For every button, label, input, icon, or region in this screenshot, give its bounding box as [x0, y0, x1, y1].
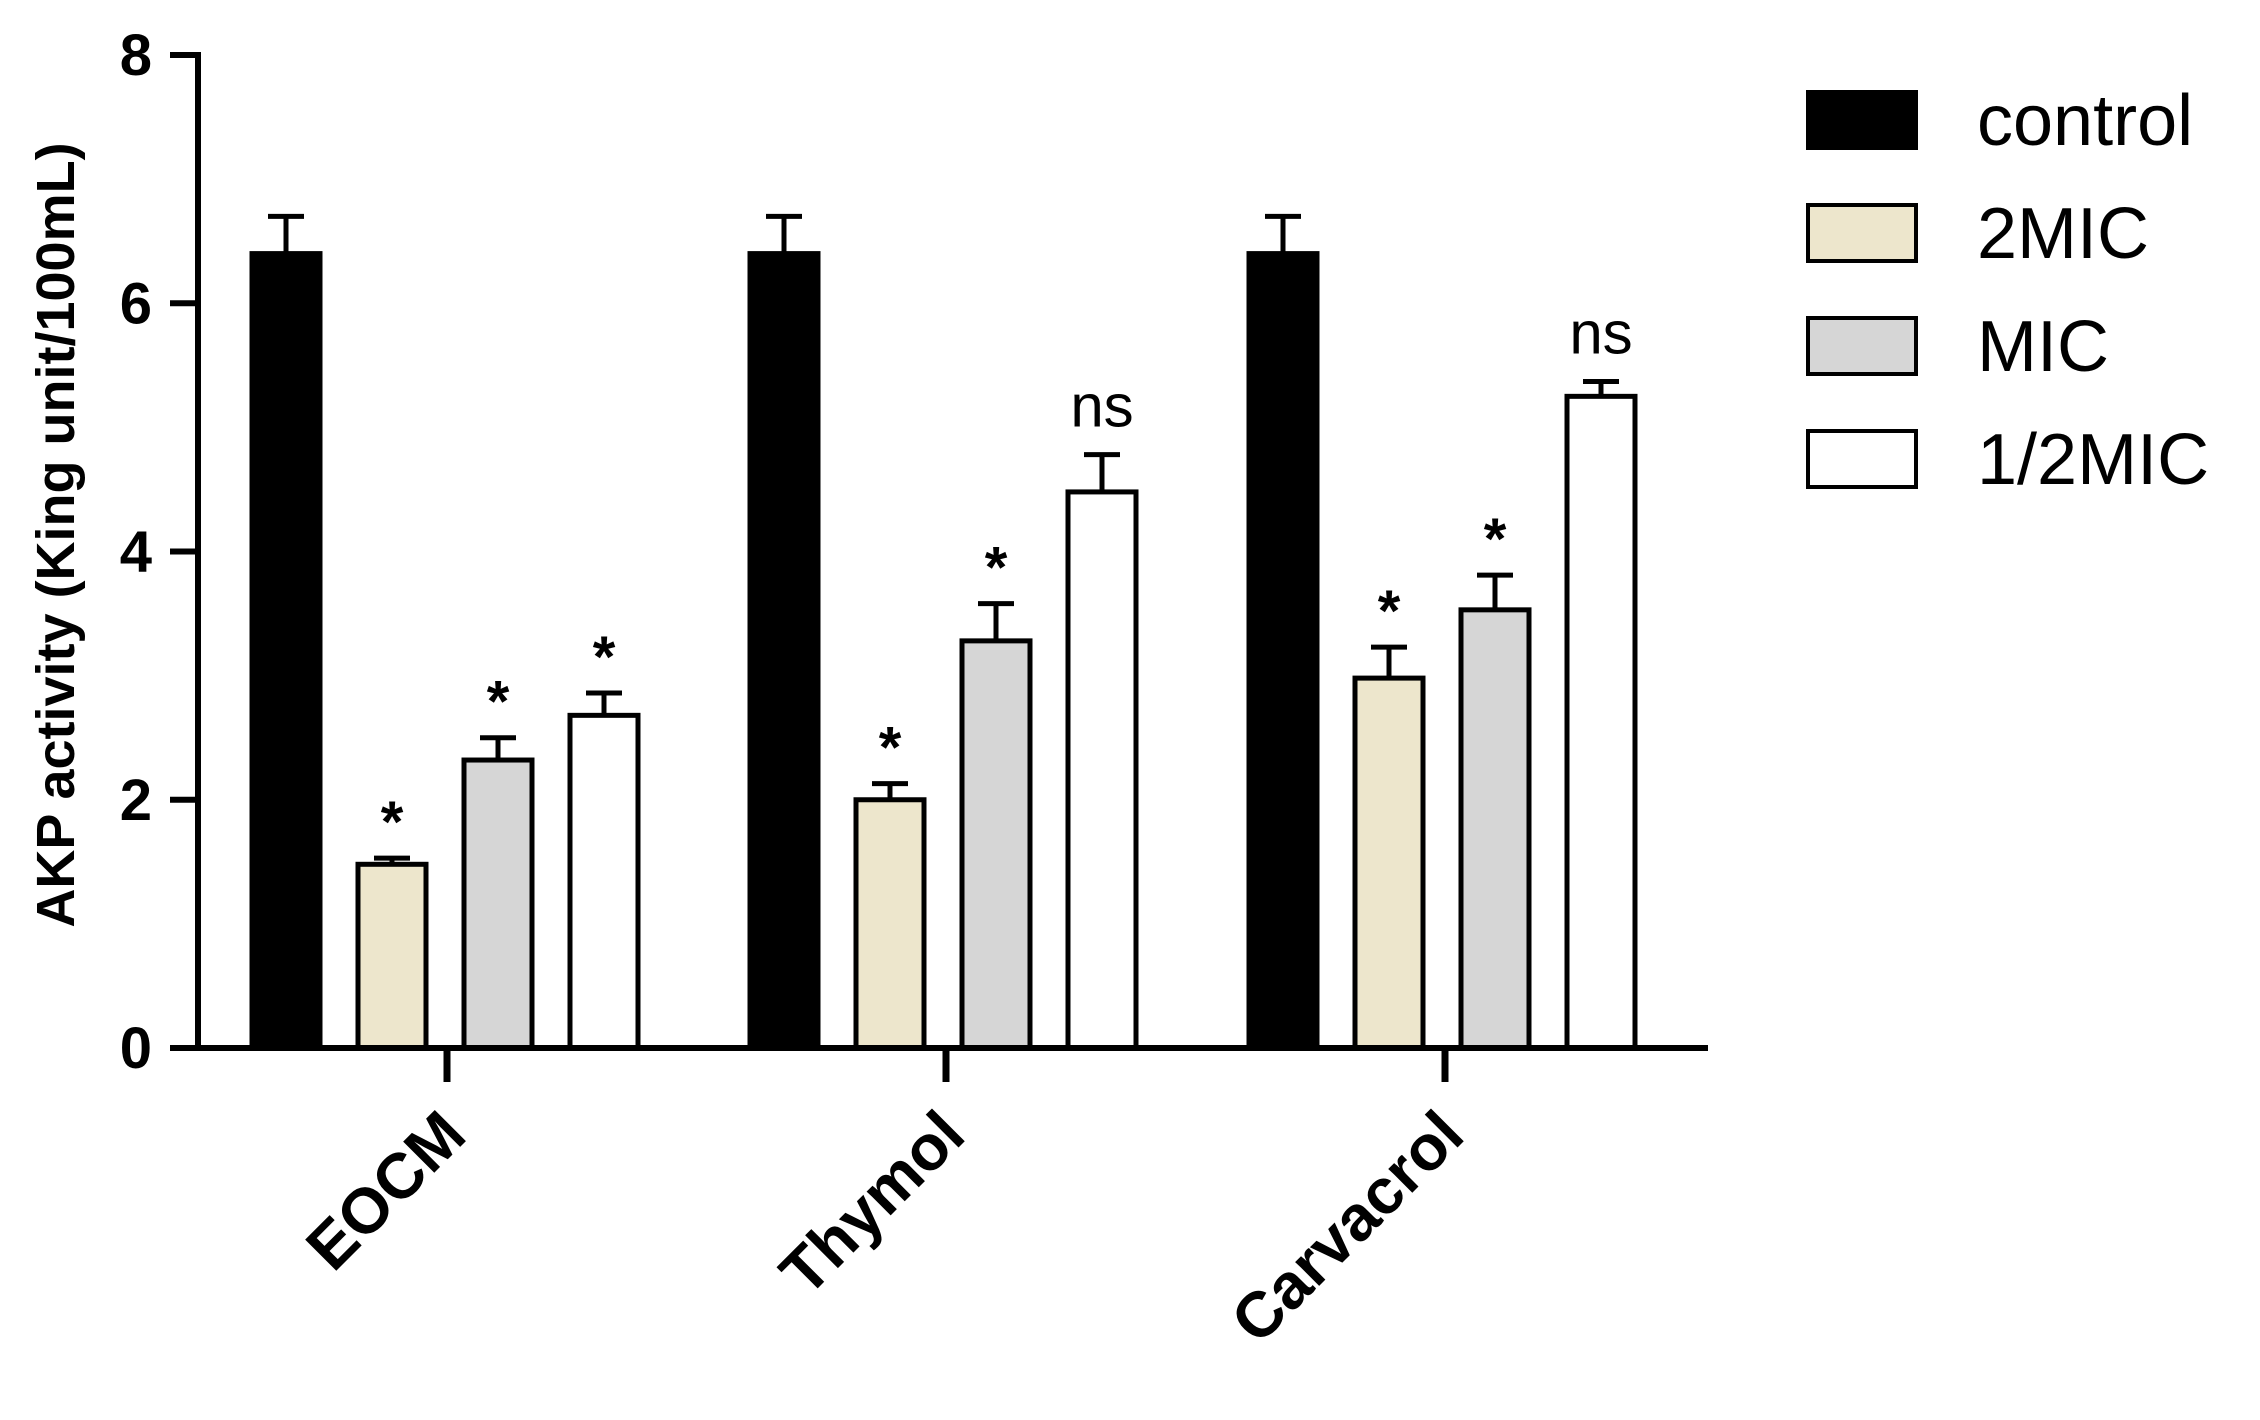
legend-label-control: control	[1977, 81, 2193, 161]
bar-thymol-2mic	[853, 797, 927, 1051]
legend: control 2MIC MIC 1/2MIC	[1806, 81, 2209, 500]
y-tick-label-2: 2	[120, 768, 152, 833]
legend-swatch-2mic	[1806, 203, 1918, 263]
legend-label-1-2mic: 1/2MIC	[1977, 420, 2209, 500]
significance-thymol-mic: *	[985, 536, 1008, 601]
x-category-label-thymol: Thymol	[766, 1097, 978, 1309]
bar-carvacrol-control	[1246, 251, 1320, 1051]
y-tick-label-4: 4	[120, 520, 152, 585]
bar-thymol-1-2mic	[1065, 489, 1139, 1051]
significance-thymol-2mic: *	[879, 716, 902, 781]
bar-thymol-control	[747, 251, 821, 1051]
significance-carvacrol-1-2mic: ns	[1569, 299, 1632, 366]
legend-label-mic: MIC	[1977, 307, 2109, 387]
y-tick-label-0: 0	[120, 1016, 152, 1081]
bar-carvacrol-2mic	[1352, 675, 1426, 1051]
significance-carvacrol-2mic: *	[1378, 579, 1401, 644]
y-axis-label: AKP activity (King unit/100mL)	[26, 142, 86, 927]
bar-carvacrol-1-2mic	[1564, 393, 1638, 1051]
bar-carvacrol-mic	[1458, 607, 1532, 1051]
bar-eocm-control	[249, 251, 323, 1051]
significance-thymol-1-2mic: ns	[1070, 373, 1133, 440]
axes-layer	[170, 52, 1708, 1082]
bars-layer	[249, 213, 1638, 1051]
bar-thymol-mic	[959, 638, 1033, 1051]
y-tick-label-6: 6	[120, 271, 152, 336]
x-category-label-carvacrol: Carvacrol	[1217, 1097, 1477, 1357]
significance-eocm-2mic: *	[381, 790, 404, 855]
bar-eocm-mic	[461, 757, 535, 1051]
bar-eocm-2mic	[355, 861, 429, 1051]
bar-eocm-1-2mic	[567, 712, 641, 1051]
y-tick-label-8: 8	[120, 23, 152, 88]
legend-swatch-1-2mic	[1806, 429, 1918, 489]
legend-swatch-mic	[1806, 316, 1918, 376]
x-category-label-eocm: EOCM	[292, 1097, 479, 1284]
legend-swatch-control	[1806, 90, 1918, 150]
significance-eocm-mic: *	[487, 670, 510, 735]
significance-eocm-1-2mic: *	[593, 625, 616, 690]
significance-carvacrol-mic: *	[1484, 507, 1507, 572]
legend-label-2mic: 2MIC	[1977, 194, 2149, 274]
